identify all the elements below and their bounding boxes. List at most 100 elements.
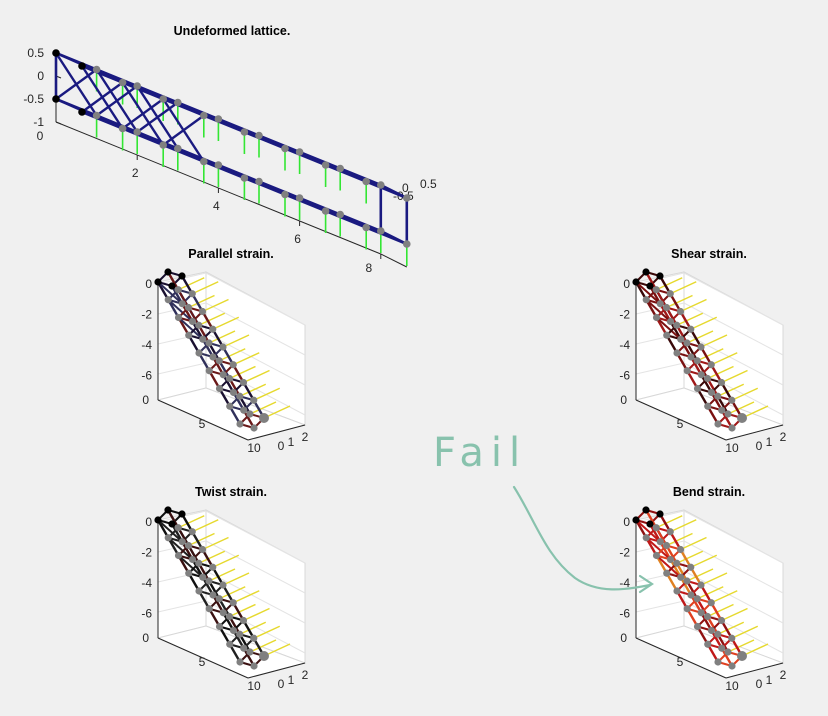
load-arrow	[249, 639, 277, 653]
load-arrow	[727, 401, 755, 415]
load-arrow	[707, 365, 734, 380]
y-tick-label: 0.5	[420, 177, 437, 191]
fixed-node	[642, 268, 650, 276]
lattice-node	[737, 651, 747, 661]
lattice-node	[184, 541, 193, 550]
lattice-node	[229, 388, 238, 397]
fixed-node	[178, 272, 186, 280]
lattice-node	[205, 367, 213, 375]
load-arrow	[232, 590, 260, 604]
lattice-node	[246, 410, 254, 418]
load-arrow	[710, 590, 738, 604]
load-arrow	[666, 532, 693, 547]
load-arrow	[669, 281, 697, 295]
grid-line	[157, 362, 207, 375]
x-tick-label: 0	[142, 631, 149, 645]
lattice-node	[174, 313, 183, 322]
z-tick-label: -0.5	[23, 92, 44, 106]
lattice-node	[236, 658, 244, 666]
lattice-diagonal	[55, 68, 98, 100]
fail-annotation: Fail	[433, 430, 654, 594]
plot-undeformed: Undeformed lattice. 0.50-0.5-102468-0.50…	[23, 24, 437, 275]
grid-line	[205, 272, 306, 326]
lattice-node	[687, 591, 695, 599]
lattice-node	[707, 361, 715, 369]
fixed-node	[168, 520, 176, 528]
lattice-node	[362, 223, 371, 232]
y-tick-label: 1	[766, 673, 773, 687]
lattice-diagonal	[645, 299, 672, 323]
lattice-node	[281, 190, 289, 199]
load-arrow	[249, 401, 277, 415]
lattice-node	[215, 384, 224, 393]
lattice-diagonal	[121, 98, 164, 130]
fixed-node	[164, 506, 172, 514]
fixed-node	[656, 510, 664, 518]
plot-title: Twist strain.	[195, 485, 267, 499]
lattice-bar	[380, 183, 408, 200]
lattice-node	[676, 307, 685, 316]
lattice-node	[693, 357, 701, 365]
lattice-node	[205, 577, 213, 585]
x-tick-label: 10	[247, 441, 261, 455]
lattice-node	[178, 300, 186, 308]
z-tick-label: -1	[33, 115, 44, 129]
x-tick-label: 10	[725, 441, 739, 455]
lattice-diagonal	[655, 316, 682, 340]
lattice-node	[717, 378, 726, 387]
lattice-node	[239, 616, 248, 625]
load-arrow	[696, 348, 724, 362]
lattice-node	[714, 392, 722, 400]
load-arrow	[680, 298, 707, 313]
lattice-node	[693, 595, 701, 603]
load-arrow	[232, 352, 260, 366]
y-tick-label: 1	[288, 435, 295, 449]
lattice-node	[205, 605, 213, 613]
load-arrow	[239, 621, 267, 635]
plot-title: Parallel strain.	[188, 247, 273, 261]
z-tick-label: -6	[619, 607, 630, 621]
lattice-node	[707, 626, 716, 635]
lattice-node	[188, 555, 197, 564]
load-arrow	[731, 625, 759, 639]
lattice-node	[209, 591, 217, 599]
plot-title: Bend strain.	[673, 485, 745, 499]
lattice-node	[714, 630, 722, 638]
lattice-node	[673, 349, 681, 357]
lattice-node	[174, 286, 182, 294]
lattice-node	[195, 321, 203, 329]
lattice-node	[656, 300, 664, 308]
lattice-node	[240, 128, 249, 136]
x-tick-label: 5	[199, 655, 206, 669]
load-arrow	[243, 369, 270, 384]
load-arrow	[731, 387, 759, 401]
y-tick-label: 0	[278, 439, 285, 453]
y-axis-line	[725, 424, 784, 441]
lattice-node	[214, 115, 223, 123]
grid-line	[205, 332, 306, 386]
z-tick-mark	[55, 121, 62, 125]
y-tick-label: 1	[288, 673, 295, 687]
lattice-diagonal	[635, 281, 661, 305]
load-arrow	[218, 586, 246, 600]
x-tick-label: 5	[677, 417, 684, 431]
lattice-node	[219, 609, 227, 617]
x-tick-label: 0	[620, 631, 627, 645]
fixed-node	[154, 278, 162, 286]
lattice-node	[728, 662, 736, 670]
x-tick-label: 0	[142, 393, 149, 407]
lattice-node	[724, 648, 732, 656]
load-arrow	[690, 316, 718, 330]
lattice-node	[707, 388, 716, 397]
lattice-node	[697, 581, 705, 589]
lattice-node	[195, 349, 203, 357]
lattice-node	[240, 406, 248, 414]
lattice-node	[236, 420, 244, 428]
fixed-node	[164, 268, 172, 276]
load-arrow	[229, 365, 256, 380]
lattice-node	[718, 644, 726, 652]
lattice-node	[662, 541, 671, 550]
lattice-node	[185, 331, 193, 339]
y-axis-line	[380, 253, 408, 268]
